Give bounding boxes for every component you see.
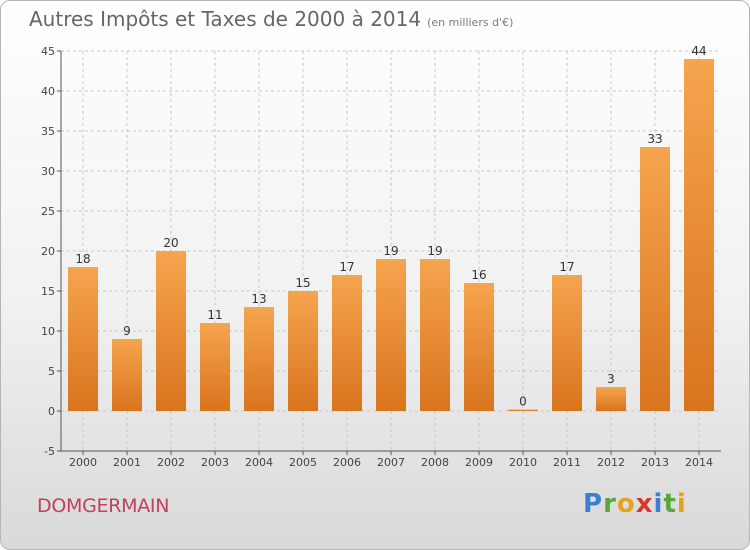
data-label: 44 — [691, 44, 706, 58]
bar — [156, 251, 186, 411]
data-label: 18 — [75, 252, 90, 266]
bar — [200, 323, 230, 411]
data-label: 19 — [383, 244, 398, 258]
x-tick-label: 2010 — [509, 456, 537, 469]
chart-title: Autres Impôts et Taxes de 2000 à 2014 (en… — [29, 7, 513, 31]
x-tick-label: 2005 — [289, 456, 317, 469]
town-name: DOMGERMAIN — [37, 495, 170, 517]
logo-letter: t — [663, 489, 677, 519]
logo-letter: x — [635, 489, 654, 519]
x-tick-label: 2006 — [333, 456, 361, 469]
y-tick-label: 45 — [41, 45, 55, 58]
logo-letter: r — [603, 489, 617, 519]
bars — [68, 59, 714, 411]
axes — [57, 50, 721, 455]
bar — [420, 259, 450, 411]
proxiti-logo: Proxiti — [583, 489, 687, 519]
x-tick-label: 2007 — [377, 456, 405, 469]
x-tick-label: 2012 — [597, 456, 625, 469]
data-label: 11 — [207, 308, 222, 322]
bar — [464, 283, 494, 411]
y-tick-label: 25 — [41, 205, 55, 218]
bar — [684, 59, 714, 411]
bar — [596, 387, 626, 411]
data-label: 19 — [427, 244, 442, 258]
x-tick-label: 2014 — [685, 456, 713, 469]
chart-subtitle: (en milliers d'€) — [427, 16, 514, 29]
x-tick-label: 2003 — [201, 456, 229, 469]
data-label: 16 — [471, 268, 486, 282]
bar — [68, 267, 98, 411]
data-label: 0 — [519, 395, 527, 409]
y-tick-label: 10 — [41, 325, 55, 338]
y-tick-label: 20 — [41, 245, 55, 258]
data-label: 17 — [339, 260, 354, 274]
y-tick-label: 40 — [41, 85, 55, 98]
bar — [244, 307, 274, 411]
data-label: 13 — [251, 292, 266, 306]
bar — [112, 339, 142, 411]
bar — [552, 275, 582, 411]
data-label: 17 — [559, 260, 574, 274]
x-tick-label: 2009 — [465, 456, 493, 469]
bar — [508, 409, 538, 411]
x-tick-label: 2002 — [157, 456, 185, 469]
chart-title-text: Autres Impôts et Taxes de 2000 à 2014 — [29, 7, 422, 31]
bar — [288, 291, 318, 411]
data-label: 20 — [163, 236, 178, 250]
x-tick-label: 2013 — [641, 456, 669, 469]
x-tick-labels: 2000 2001 2002 2003 2004 2005 2006 2007 2008 2009… — [69, 456, 713, 469]
data-label: 9 — [123, 324, 131, 338]
x-tick-label: 2008 — [421, 456, 449, 469]
y-tick-label: 15 — [41, 285, 55, 298]
y-tick-label: 0 — [48, 405, 55, 418]
x-tick-label: 2011 — [553, 456, 581, 469]
y-tick-label: 5 — [48, 365, 55, 378]
bar — [640, 147, 670, 411]
logo-letter: i — [653, 489, 664, 519]
bar — [376, 259, 406, 411]
logo-letter: i — [676, 489, 687, 519]
data-label: 15 — [295, 276, 310, 290]
x-tick-label: 2001 — [113, 456, 141, 469]
y-tick-label: 30 — [41, 165, 55, 178]
y-tick-label: 35 — [41, 125, 55, 138]
bar — [332, 275, 362, 411]
x-tick-label: 2000 — [69, 456, 97, 469]
x-tick-label: 2004 — [245, 456, 273, 469]
logo-letter: o — [616, 489, 636, 519]
logo-letter: P — [583, 489, 604, 519]
data-label: 33 — [647, 132, 662, 146]
data-label: 3 — [607, 372, 615, 386]
y-tick-label: -5 — [44, 445, 55, 458]
y-tick-labels: -5 0 5 10 15 20 25 30 35 40 45 — [41, 45, 55, 458]
